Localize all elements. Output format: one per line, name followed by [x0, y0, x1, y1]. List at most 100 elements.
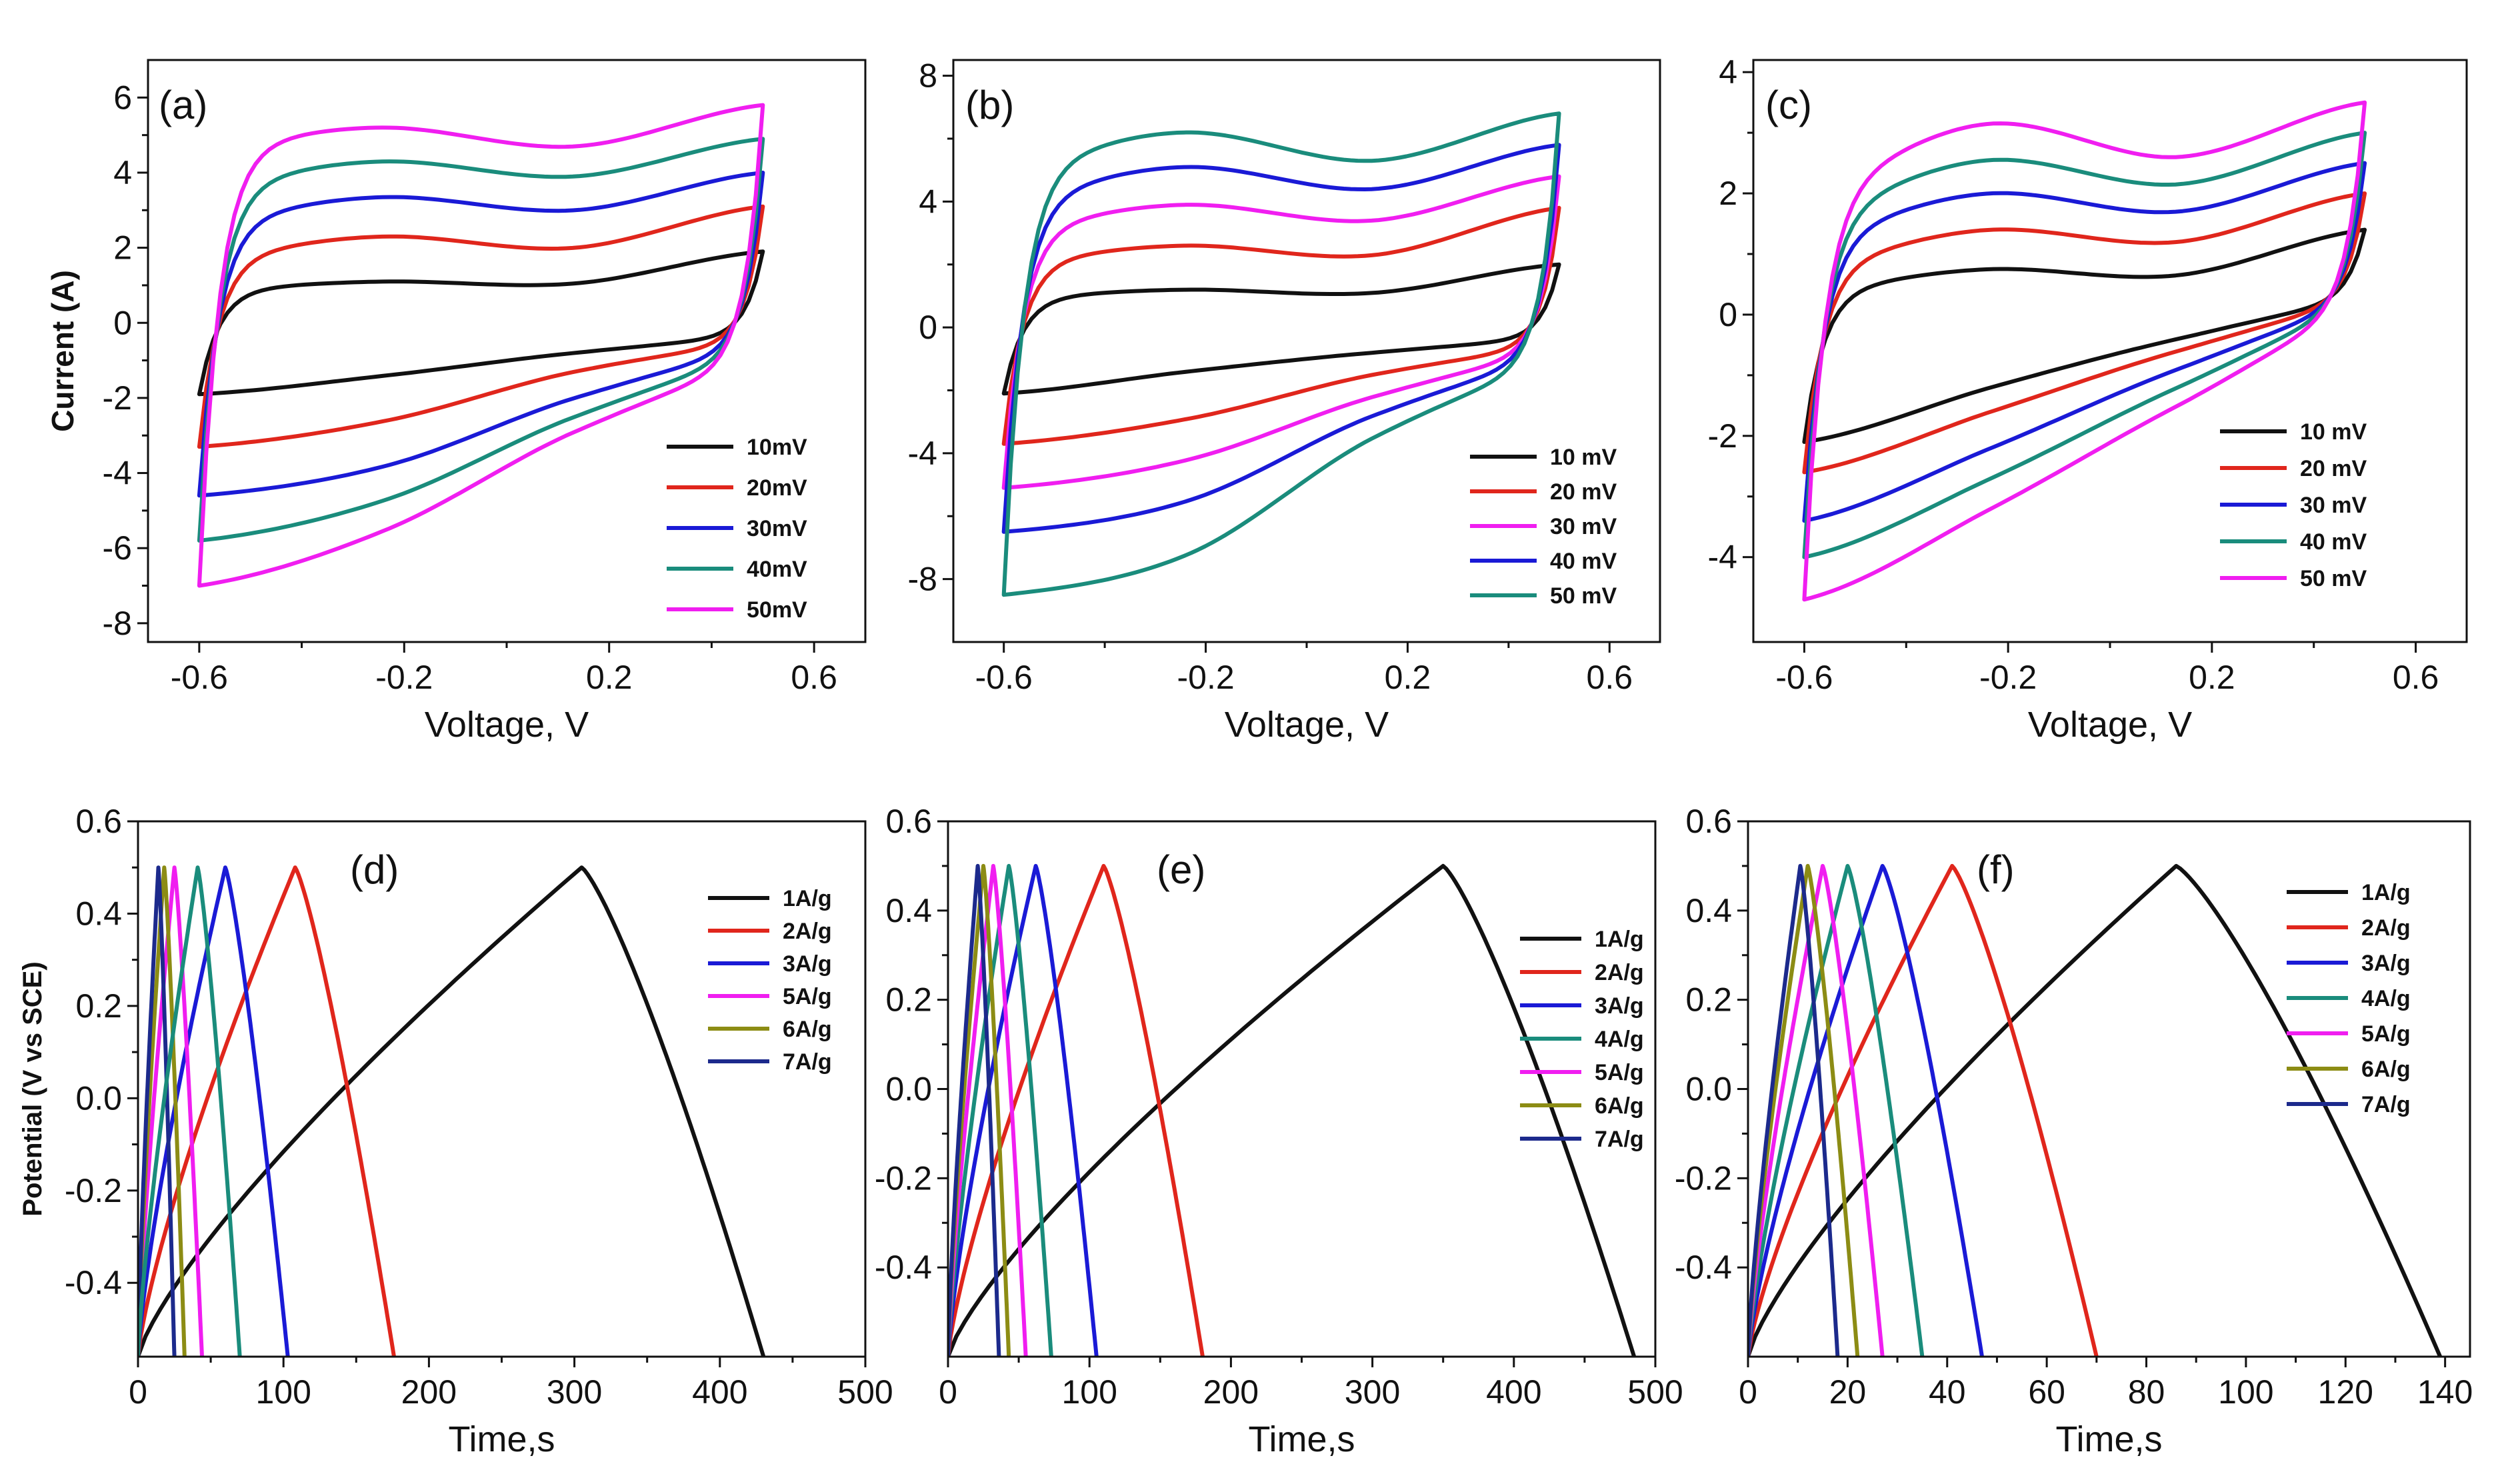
x-axis-title: Time,s	[449, 1419, 555, 1459]
panel-label: (d)	[350, 847, 399, 892]
chart-panel-a: -0.6 -0.2 0.2 0.6 -8 -6 -4 -2 0 2 4 6 Voltage, V Curr…	[45, 59, 867, 745]
series-line-1Ag	[948, 863, 1637, 1357]
legend-entry-label: 1A/g	[2361, 880, 2411, 905]
series-line-7Ag	[138, 865, 177, 1357]
legend-entry-label: 50mV	[747, 597, 807, 623]
y-tick-label: 0.4	[1685, 892, 1732, 929]
series-line-20mV	[197, 204, 765, 449]
y-tick-label: 0	[1719, 296, 1737, 333]
y-tick-label: 0.2	[75, 987, 122, 1025]
plot-area	[1001, 111, 1561, 597]
y-tick-label: 0.6	[885, 803, 932, 840]
series-line-30mV	[1802, 161, 2367, 523]
panel-label: (b)	[965, 83, 1014, 127]
panel-label: (e)	[1157, 847, 1205, 892]
x-tick-label: 140	[2417, 1373, 2473, 1411]
legend-entry-label: 30mV	[747, 516, 807, 541]
x-tick-label: -0.2	[1177, 659, 1234, 696]
y-tick-label: 4	[113, 154, 132, 191]
x-tick-label: 0.6	[2393, 659, 2439, 696]
x-tick-label: 40	[1929, 1373, 1966, 1411]
series-line-50mV	[1802, 100, 2367, 602]
legend-entry-label: 7A/g	[1595, 1127, 1644, 1152]
legend-entry-label: 2A/g	[783, 919, 832, 944]
y-tick-label: 6	[113, 79, 132, 116]
legend-entry-label: 1A/g	[1595, 927, 1644, 952]
x-tick-label: 100	[255, 1373, 311, 1411]
legend-entry-label: 40 mV	[2300, 529, 2367, 555]
series-line-50mV	[1001, 111, 1561, 597]
series-line-7Ag	[948, 863, 1001, 1357]
series-line-4Ag	[1748, 863, 1925, 1357]
series-line-3Ag	[948, 863, 1099, 1357]
x-tick-label: 500	[1627, 1373, 1683, 1411]
y-tick-label: -8	[908, 561, 937, 598]
plot-frame	[947, 820, 1657, 1358]
x-tick-label: 100	[2218, 1373, 2273, 1411]
series-line-40mV	[1001, 143, 1561, 534]
legend-entry-label: 5A/g	[783, 984, 832, 1009]
legend-entry-label: 6A/g	[783, 1017, 832, 1042]
y-tick-label: 0.0	[75, 1079, 122, 1117]
x-tick-label: -0.6	[975, 659, 1033, 696]
y-tick-label: -2	[1708, 417, 1737, 455]
y-tick-label: 2	[1719, 175, 1737, 212]
y-tick-label: -0.4	[65, 1264, 122, 1301]
x-axis-title: Voltage, V	[2028, 705, 2192, 745]
legend-entry-label: 30 mV	[2300, 493, 2367, 518]
plot-area	[1748, 863, 2443, 1357]
series-line-7Ag	[1748, 863, 1840, 1357]
series-line-20mV	[1802, 191, 2367, 475]
y-tick-label: -0.2	[1675, 1159, 1732, 1197]
series-line-40mV	[1802, 131, 2367, 559]
x-tick-label: 0	[1739, 1373, 1757, 1411]
x-axis-title: Time,s	[2056, 1419, 2163, 1459]
y-tick-label: -4	[908, 435, 937, 472]
panel-label: (a)	[159, 83, 207, 127]
y-tick-label: 8	[919, 57, 937, 95]
legend-entry-label: 20mV	[747, 475, 807, 501]
x-axis-title: Voltage, V	[425, 705, 589, 745]
y-tick-label: 4	[919, 183, 937, 220]
series-line-10mV	[1802, 227, 2367, 444]
series-line-5Ag	[948, 863, 1028, 1357]
panel-label: (c)	[1765, 83, 1812, 127]
legend-entry-label: 50 mV	[2300, 566, 2367, 591]
x-tick-label: 80	[2128, 1373, 2165, 1411]
x-tick-label: 200	[401, 1373, 457, 1411]
x-tick-label: 100	[1061, 1373, 1117, 1411]
legend-entry-label: 7A/g	[2361, 1092, 2411, 1117]
y-tick-label: 4	[1719, 53, 1737, 91]
series-line-10mV	[1001, 262, 1561, 396]
legend-entry-label: 40 mV	[1550, 549, 1617, 574]
series-line-1Ag	[1748, 863, 2443, 1357]
y-tick-label: 0.0	[1685, 1071, 1732, 1108]
chart-panel-c: -0.6 -0.2 0.2 0.6 -4 -2 0 2 4 Voltage, V (c) 10 mV 2…	[1708, 53, 2468, 745]
legend-entry-label: 6A/g	[1595, 1093, 1644, 1119]
y-tick-label: 0	[919, 309, 937, 346]
y-tick-label: 0.2	[1685, 981, 1732, 1019]
x-tick-label: -0.2	[375, 659, 433, 696]
y-tick-label: 0.4	[885, 892, 932, 929]
x-tick-label: 0	[939, 1373, 957, 1411]
x-axis-title: Time,s	[1249, 1419, 1355, 1459]
legend-entry-label: 10 mV	[2300, 419, 2367, 445]
plot-frame	[137, 820, 867, 1358]
x-tick-label: 20	[1829, 1373, 1867, 1411]
series-line-3Ag	[1748, 863, 1984, 1357]
series-line-5Ag	[138, 865, 204, 1357]
series-line-2Ag	[1748, 863, 2099, 1357]
y-tick-label: 0.0	[885, 1071, 932, 1108]
panel-label: (f)	[1977, 847, 2015, 892]
y-tick-label: -4	[103, 455, 132, 492]
y-tick-label: 0.6	[1685, 803, 1732, 840]
legend-entry-label: 3A/g	[2361, 951, 2411, 976]
legend-entry-label: 5A/g	[1595, 1060, 1644, 1085]
y-tick-label: -0.4	[1675, 1249, 1732, 1286]
legend-entry-label: 20 mV	[2300, 456, 2367, 481]
chart-panel-e: 0 100 200 300 400 500 -0.4 -0.2 0.0 0.2 0.4 0.6 Time…	[875, 803, 1683, 1459]
y-tick-label: -6	[103, 529, 132, 567]
series-line-50mV	[197, 103, 765, 588]
series-line-4Ag	[948, 863, 1053, 1357]
x-tick-label: 300	[1345, 1373, 1400, 1411]
